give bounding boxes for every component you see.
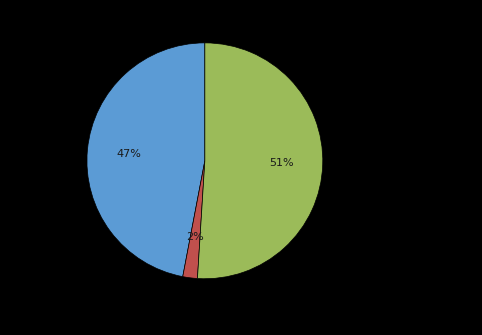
Wedge shape: [87, 43, 205, 277]
Text: 51%: 51%: [269, 158, 294, 168]
Wedge shape: [198, 43, 323, 279]
Wedge shape: [183, 161, 205, 278]
Text: 2%: 2%: [187, 232, 204, 242]
Text: 47%: 47%: [116, 149, 141, 158]
